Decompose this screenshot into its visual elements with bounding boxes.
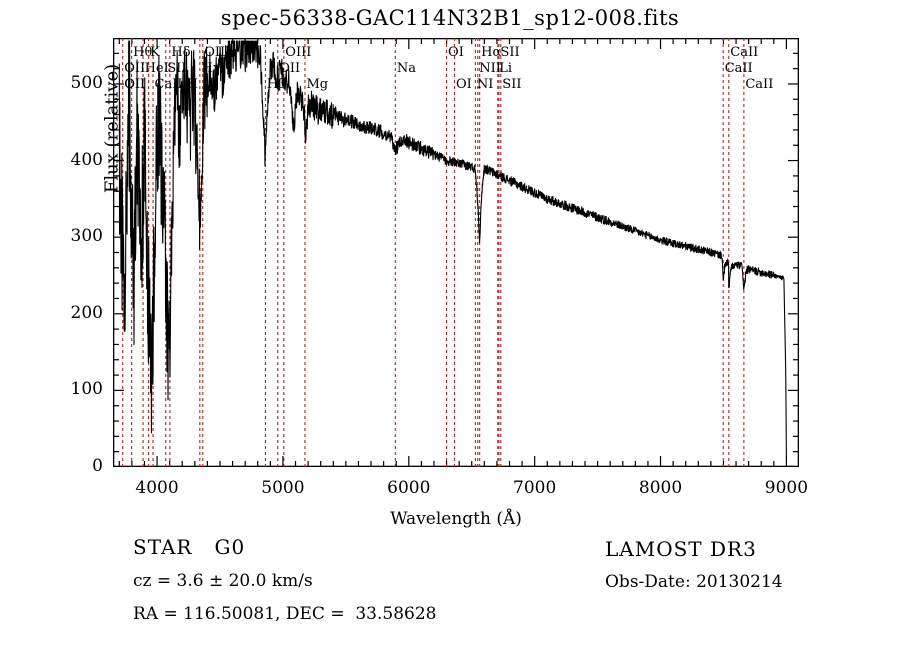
line-marker-label: Hγ (201, 61, 221, 76)
object-class-text: STAR G0 (133, 535, 246, 559)
y-tick-label: 300 (70, 226, 103, 247)
y-tick-label: 0 (92, 456, 103, 476)
line-marker-label: OII (279, 61, 301, 76)
line-marker-label: CaII (745, 77, 774, 92)
x-tick-label: 7000 (513, 478, 557, 498)
observation-date-text: Obs-Date: 20130214 (605, 572, 783, 592)
plot-area: OII Hθ K Hδ OIII OII HeI SII Hγ OII CaII H OIII OII H… (113, 38, 799, 467)
line-marker-label: SII (500, 45, 520, 60)
redshift-velocity-text: cz = 3.6 ± 20.0 km/s (133, 571, 313, 591)
x-axis-label: Wavelength (Å) (390, 509, 522, 529)
line-marker-label: SII (167, 61, 187, 76)
coordinates-text: RA = 116.50081, DEC = 33.58628 (133, 604, 437, 624)
line-marker-label: CaII (730, 45, 759, 60)
y-tick-label: 500 (70, 72, 103, 93)
line-marker-label: Na (396, 61, 416, 76)
line-marker-label: Mg (306, 77, 329, 92)
line-marker-label: CaII (724, 61, 753, 76)
line-marker-label: OIII (204, 45, 231, 60)
line-marker-label: SII (502, 77, 522, 92)
line-marker-label: Hα (481, 45, 502, 60)
line-marker-label: CaII H (154, 77, 198, 92)
line-marker-label: HeI (144, 61, 169, 76)
line-marker-label: NI (476, 77, 494, 92)
line-marker-label: Hθ (133, 45, 153, 60)
line-marker-label: Li (499, 61, 513, 76)
survey-release-text: LAMOST DR3 (605, 537, 757, 561)
line-marker-label: OI (448, 45, 464, 60)
line-marker-label: OI (455, 77, 472, 92)
y-tick-label: 100 (70, 379, 103, 400)
y-tick-label: 400 (70, 149, 103, 170)
y-axis-label: Flux (relative) (101, 63, 123, 194)
line-marker-label: Hδ (171, 45, 191, 60)
x-tick-label: 4000 (135, 478, 179, 498)
line-marker-label: Hβ (266, 77, 286, 92)
x-tick-label: 9000 (764, 478, 809, 498)
spectrum-svg (113, 38, 799, 467)
line-marker-label: OII (124, 61, 146, 76)
y-tick-label: 200 (70, 302, 103, 323)
line-marker-label: K (150, 45, 160, 60)
line-marker-label: OIII (285, 45, 312, 60)
x-tick-label: 5000 (261, 478, 305, 498)
x-tick-label: 8000 (638, 478, 683, 498)
page-title: spec-56338-GAC114N32B1_sp12-008.fits (220, 6, 680, 30)
line-marker-label: OII (124, 77, 146, 92)
x-tick-label: 6000 (387, 478, 431, 498)
line-marker-label: OII (124, 77, 146, 92)
line-marker-label: NII (479, 61, 501, 76)
